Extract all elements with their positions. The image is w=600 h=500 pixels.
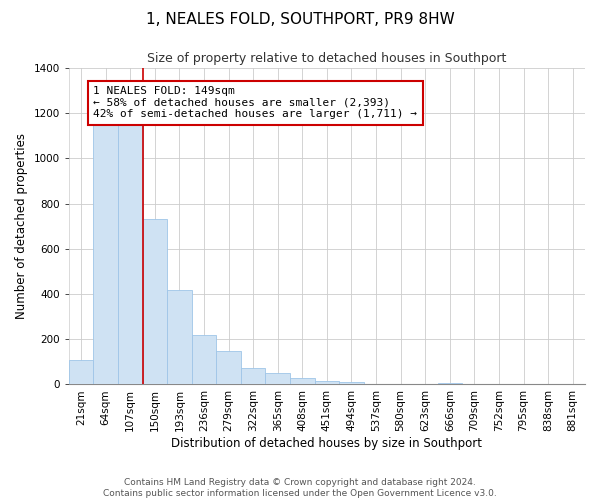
Title: Size of property relative to detached houses in Southport: Size of property relative to detached ho… <box>147 52 506 66</box>
Bar <box>118 122 143 384</box>
Bar <box>339 382 364 384</box>
X-axis label: Distribution of detached houses by size in Southport: Distribution of detached houses by size … <box>172 437 482 450</box>
Bar <box>143 220 167 384</box>
Text: 1 NEALES FOLD: 149sqm
← 58% of detached houses are smaller (2,393)
42% of semi-d: 1 NEALES FOLD: 149sqm ← 58% of detached … <box>94 86 418 120</box>
Bar <box>265 373 290 384</box>
Text: Contains HM Land Registry data © Crown copyright and database right 2024.
Contai: Contains HM Land Registry data © Crown c… <box>103 478 497 498</box>
Text: 1, NEALES FOLD, SOUTHPORT, PR9 8HW: 1, NEALES FOLD, SOUTHPORT, PR9 8HW <box>146 12 454 28</box>
Y-axis label: Number of detached properties: Number of detached properties <box>15 134 28 320</box>
Bar <box>314 381 339 384</box>
Bar <box>437 382 462 384</box>
Bar <box>290 378 314 384</box>
Bar <box>192 334 217 384</box>
Bar <box>217 350 241 384</box>
Bar <box>94 122 118 384</box>
Bar <box>69 360 94 384</box>
Bar <box>167 290 192 384</box>
Bar <box>241 368 265 384</box>
